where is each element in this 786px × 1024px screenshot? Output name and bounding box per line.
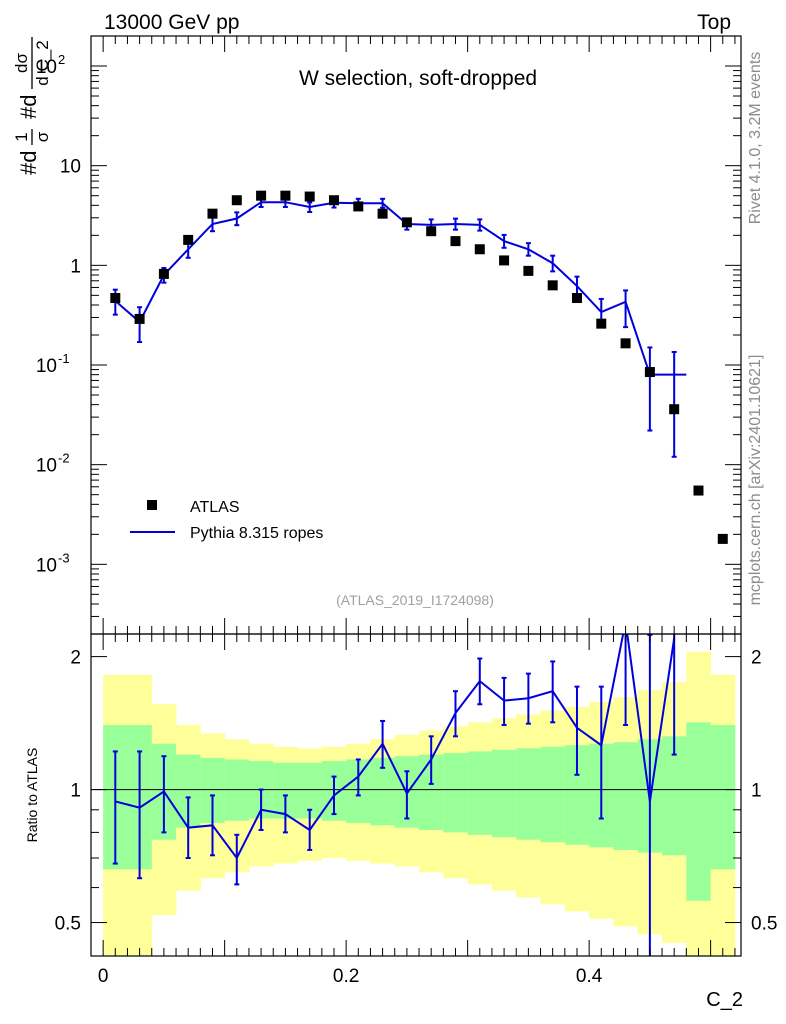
ratio-y-axis-label: Ratio to ATLAS — [24, 748, 40, 843]
atlas-data-point — [620, 338, 631, 349]
ratio-plot-area — [112, 634, 677, 956]
main-y-tick-exponent: -1 — [58, 351, 70, 366]
legend-label-atlas: ATLAS — [190, 499, 240, 516]
header-right: Top — [697, 11, 731, 34]
ylabel-part-one: 1 — [12, 132, 31, 141]
atlas-data-point — [523, 265, 534, 276]
atlas-data-point — [231, 195, 242, 206]
ratio-y-tick-label-right: 2 — [751, 648, 762, 669]
legend-label-pythia: Pythia 8.315 ropes — [190, 525, 323, 542]
atlas-data-point — [474, 244, 485, 255]
atlas-data-point — [110, 293, 121, 304]
atlas-data-point — [401, 217, 412, 228]
atlas-data-point — [256, 190, 267, 201]
uncertainty-band-inner — [686, 722, 712, 901]
ratio-axes: 0.5 0.5 1 1 2 2 0 0.2 0.4 — [55, 633, 777, 987]
main-y-tick-base: 10 — [36, 456, 57, 477]
ratio-y-tick-label-right: 0.5 — [751, 914, 777, 935]
uncertainty-band-inner — [224, 759, 250, 821]
header-left: 13000 GeV pp — [104, 11, 239, 34]
pythia-line — [114, 201, 687, 376]
uncertainty-band-inner — [662, 736, 687, 856]
atlas-data-point — [328, 195, 339, 206]
ratio-bands — [91, 651, 741, 956]
ratio-line — [115, 634, 676, 860]
main-y-tick-label: 1 — [70, 256, 81, 277]
ratio-y-tick-label-left: 2 — [70, 648, 81, 669]
atlas-data-point — [183, 234, 194, 245]
uncertainty-band-inner — [467, 751, 493, 835]
legend: ATLAS Pythia 8.315 ropes — [130, 499, 323, 542]
main-y-tick-value: 10 — [60, 157, 81, 178]
ratio-y-tick-label-left: 1 — [70, 781, 81, 802]
atlas-data-point — [669, 404, 680, 415]
x-tick-label: 0.4 — [576, 966, 603, 987]
uncertainty-band-inner — [710, 725, 736, 870]
main-y-tick-label: 10 2 — [36, 52, 65, 78]
atlas-data-point — [717, 533, 728, 544]
main-y-axis-label: #d 1 σ #d dσ d C_2 — [12, 37, 52, 175]
atlas-data-point — [134, 313, 145, 324]
main-y-tick-base: 10 — [36, 356, 57, 377]
main-y-tick-base: 10 — [36, 57, 57, 78]
main-y-tick-exponent: -3 — [58, 550, 70, 565]
atlas-data-point — [450, 236, 461, 247]
atlas-data-point — [426, 226, 437, 237]
uncertainty-band-inner — [613, 742, 639, 850]
ylabel-part-dsigma: dσ — [12, 53, 31, 73]
atlas-data-point — [207, 208, 218, 219]
x-tick-label: 0 — [98, 966, 109, 987]
atlas-data-point — [596, 318, 607, 329]
ylabel-part-d1: #d — [16, 151, 41, 175]
ylabel-part-sigma: σ — [33, 131, 52, 142]
ratio-y-tick-label-right: 1 — [751, 781, 762, 802]
chart-title: W selection, soft-dropped — [299, 67, 537, 90]
atlas-data-point — [547, 280, 558, 291]
source-label: mcplots.cern.ch [arXiv:2401.10621] — [747, 355, 764, 606]
atlas-data-point — [644, 367, 655, 378]
main-frame — [90, 35, 742, 635]
main-y-tick-label: 10 — [60, 157, 81, 178]
main-y-tick-base: 10 — [36, 555, 57, 576]
uncertainty-band-inner — [516, 748, 541, 840]
legend-marker-atlas — [147, 500, 157, 510]
main-y-tick-exponent: 2 — [58, 52, 65, 67]
main-y-tick-value: 1 — [70, 256, 81, 277]
atlas-data-point — [693, 485, 704, 496]
main-y-tick-exponent: -2 — [58, 451, 70, 466]
ylabel-part-dc2: d C_2 — [33, 40, 52, 85]
main-plot-area — [110, 190, 728, 544]
x-axis-label: C_2 — [706, 989, 743, 1011]
atlas-data-point — [377, 208, 388, 219]
uncertainty-band-inner — [540, 746, 566, 843]
uncertainty-band-inner — [491, 749, 517, 838]
uncertainty-band-inner — [443, 753, 469, 833]
main-y-tick-label: 10 -1 — [36, 351, 70, 377]
atlas-data-point — [499, 255, 510, 266]
atlas-data-point — [571, 293, 582, 304]
rivet-version-label: Rivet 4.1.0, 3.2M events — [747, 52, 764, 225]
atlas-data-point — [353, 201, 364, 212]
analysis-id: (ATLAS_2019_I1724098) — [336, 592, 494, 608]
ratio-y-tick-label-left: 0.5 — [55, 914, 81, 935]
main-y-tick-label: 10 -2 — [36, 451, 70, 477]
main-y-tick-label: 10 -3 — [36, 550, 70, 576]
atlas-data-point — [158, 268, 169, 279]
x-tick-label: 0.2 — [333, 966, 359, 987]
atlas-data-point — [280, 190, 291, 201]
ratio-frame — [90, 633, 742, 957]
uncertainty-band-inner — [370, 757, 396, 826]
ylabel-part-d2: #d — [16, 95, 41, 119]
atlas-data-point — [304, 191, 315, 202]
